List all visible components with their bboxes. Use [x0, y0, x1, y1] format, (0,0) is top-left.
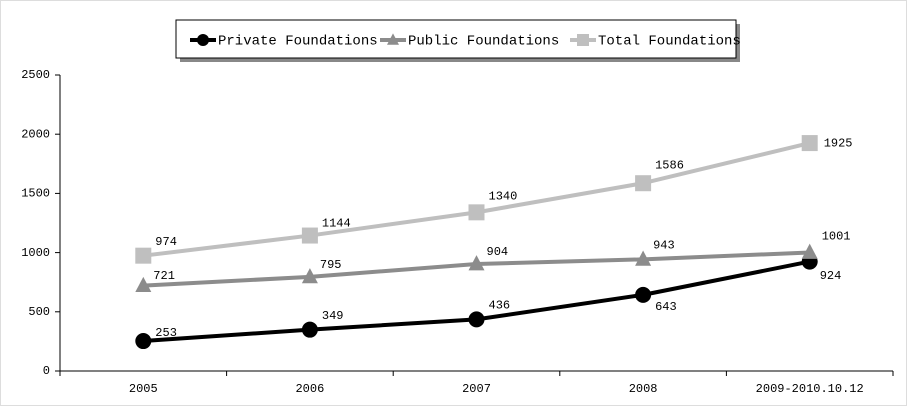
data-label: 795 [320, 258, 342, 272]
point [135, 333, 152, 350]
point [468, 255, 485, 271]
point [635, 286, 652, 303]
data-label: 721 [153, 269, 175, 283]
data-label: 924 [820, 269, 842, 283]
legend: Private Foundations Public Foundations Tot… [190, 33, 741, 50]
point [301, 227, 318, 244]
point [301, 321, 318, 338]
point [301, 268, 318, 284]
point [801, 135, 818, 152]
point [135, 247, 152, 264]
point [197, 34, 209, 46]
y-tick-label: 2500 [21, 68, 50, 82]
point [135, 276, 152, 293]
data-label: 943 [653, 239, 675, 253]
data-label: 436 [489, 299, 511, 313]
data-label: 643 [655, 300, 677, 314]
data-label: 253 [155, 326, 177, 340]
x-tick-label: 2006 [295, 382, 324, 396]
data-label: 1925 [824, 136, 853, 150]
y-tick-label: 1000 [21, 246, 50, 260]
data-label: 349 [322, 309, 344, 323]
x-tick-label: 2008 [629, 382, 658, 396]
legend-box [175, 19, 737, 59]
point [635, 175, 652, 192]
data-label: 1586 [655, 158, 684, 172]
point [801, 243, 818, 259]
point [468, 204, 485, 221]
y-tick-label: 2000 [21, 127, 50, 141]
y-tick-label: 500 [28, 305, 50, 319]
data-label: 1340 [489, 190, 518, 204]
data-label: 904 [487, 245, 509, 259]
point [577, 34, 589, 46]
legend-label: Public Foundations [408, 34, 559, 50]
y-tick-label: 0 [43, 364, 50, 378]
x-tick-label: 2005 [129, 382, 158, 396]
y-tick-label: 1500 [21, 187, 50, 201]
data-label: 1001 [822, 230, 851, 244]
x-tick-label: 2009-2010.10.12 [756, 382, 864, 396]
x-tick-label: 2007 [462, 382, 491, 396]
point [635, 250, 652, 266]
legend-label: Total Foundations [598, 34, 741, 50]
data-label: 1144 [322, 217, 351, 231]
point [387, 33, 399, 45]
data-label: 974 [155, 235, 177, 249]
legend-label: Private Foundations [218, 34, 378, 50]
point [468, 311, 485, 328]
